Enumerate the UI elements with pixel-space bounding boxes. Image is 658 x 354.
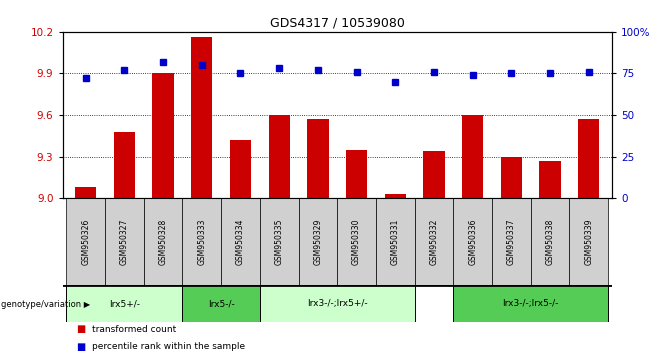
Bar (569, 198, 608, 285)
Text: ■: ■ (76, 342, 85, 352)
Bar (453, 285, 608, 322)
Bar (114, 132, 135, 198)
Bar (75, 187, 96, 198)
Bar (338, 198, 376, 285)
Bar (260, 198, 299, 285)
Bar (462, 115, 483, 198)
Text: GSM950331: GSM950331 (391, 218, 400, 265)
Bar (415, 198, 453, 285)
Bar (540, 161, 561, 198)
Bar (376, 198, 415, 285)
Text: GSM950339: GSM950339 (584, 218, 594, 265)
Bar (66, 285, 182, 322)
Text: lrx3-/-;lrx5-/-: lrx3-/-;lrx5-/- (503, 299, 559, 308)
Text: GSM950329: GSM950329 (313, 218, 322, 265)
Text: GSM950330: GSM950330 (352, 218, 361, 265)
Bar (153, 73, 174, 198)
Text: GSM950327: GSM950327 (120, 218, 129, 265)
Title: GDS4317 / 10539080: GDS4317 / 10539080 (270, 16, 405, 29)
Bar (221, 198, 260, 285)
Text: percentile rank within the sample: percentile rank within the sample (92, 342, 245, 352)
Bar (578, 119, 599, 198)
Text: GSM950334: GSM950334 (236, 218, 245, 265)
Bar (191, 38, 213, 198)
Text: GSM950338: GSM950338 (545, 218, 555, 265)
Bar (423, 151, 445, 198)
Text: lrx3-/-;lrx5+/-: lrx3-/-;lrx5+/- (307, 299, 368, 308)
Text: GSM950335: GSM950335 (274, 218, 284, 265)
Text: GSM950333: GSM950333 (197, 218, 207, 265)
Bar (182, 285, 260, 322)
Bar (268, 115, 290, 198)
Bar (182, 198, 221, 285)
Bar (299, 198, 338, 285)
Bar (260, 285, 415, 322)
Text: transformed count: transformed count (92, 325, 176, 334)
Bar (492, 198, 531, 285)
Bar (531, 198, 569, 285)
Bar (346, 150, 367, 198)
Text: ■: ■ (76, 324, 85, 334)
Text: lrx5-/-: lrx5-/- (208, 299, 234, 308)
Bar (307, 119, 328, 198)
Text: GSM950337: GSM950337 (507, 218, 516, 265)
Bar (143, 198, 182, 285)
Text: genotype/variation ▶: genotype/variation ▶ (1, 300, 90, 309)
Bar (453, 198, 492, 285)
Bar (66, 198, 105, 285)
Text: GSM950332: GSM950332 (430, 218, 438, 265)
Bar (385, 194, 406, 198)
Bar (501, 156, 522, 198)
Text: lrx5+/-: lrx5+/- (109, 299, 140, 308)
Bar (230, 140, 251, 198)
Text: GSM950328: GSM950328 (159, 218, 168, 265)
Text: GSM950326: GSM950326 (81, 218, 90, 265)
Bar (105, 198, 143, 285)
Text: GSM950336: GSM950336 (468, 218, 477, 265)
